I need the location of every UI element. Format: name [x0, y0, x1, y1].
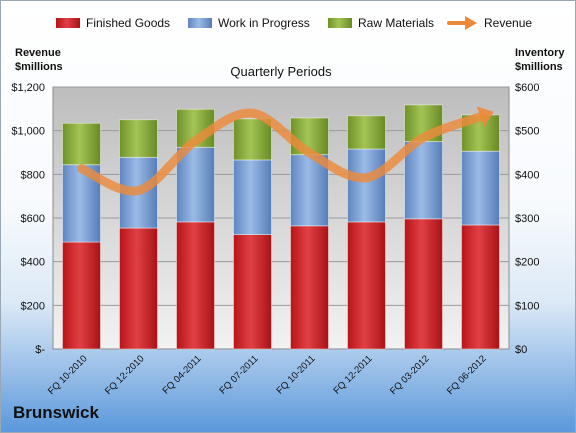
- right-tick-label: $600: [515, 82, 539, 94]
- x-tick-label: FQ 04-2011: [160, 353, 203, 396]
- legend-swatch-finished-goods: [56, 18, 80, 28]
- bar-raw-materials: [62, 122, 101, 166]
- right-tick-label: $400: [515, 169, 539, 181]
- x-tick-label: FQ 03-2012: [388, 353, 432, 397]
- legend-swatch-raw-materials: [328, 18, 352, 28]
- left-tick-label: $-: [35, 344, 45, 356]
- bar-work-in-progress: [347, 148, 386, 223]
- bar-finished-goods: [233, 234, 272, 350]
- revenue-line-path: [77, 108, 485, 196]
- chart-subtitle: Quarterly Periods: [230, 64, 332, 79]
- bar-finished-goods: [347, 221, 386, 350]
- bar-work-in-progress: [176, 146, 215, 223]
- bar-finished-goods: [404, 218, 443, 350]
- legend-label-work-in-progress: Work in Progress: [218, 16, 310, 30]
- right-axis-ticks: $0 $100 $200 $300 $400 $500 $600: [515, 82, 539, 356]
- left-axis-ticks: $- $200 $400 $600 $800 $1,000 $1,200: [11, 82, 45, 356]
- left-tick-label: $1,000: [11, 126, 45, 138]
- x-tick-label: FQ 10-2011: [274, 353, 317, 396]
- bar-work-in-progress: [404, 141, 443, 220]
- bar-finished-goods: [119, 227, 158, 350]
- left-axis-title-line1: Revenue: [15, 47, 61, 59]
- bar-finished-goods: [290, 225, 329, 350]
- bar-raw-materials: [119, 119, 158, 158]
- left-tick-label: $200: [21, 300, 45, 312]
- company-name: Brunswick: [13, 403, 99, 422]
- right-axis-title-line2: $millions: [515, 61, 563, 73]
- x-tick-label: FQ 12-2010: [103, 353, 147, 397]
- left-tick-label: $1,200: [11, 82, 45, 94]
- bar-finished-goods: [461, 224, 500, 350]
- right-tick-label: $300: [515, 213, 539, 225]
- bar-work-in-progress: [461, 150, 500, 226]
- left-tick-label: $800: [21, 169, 45, 181]
- legend-swatch-work-in-progress: [188, 18, 212, 28]
- bar-work-in-progress: [233, 159, 272, 235]
- left-tick-label: $600: [21, 213, 45, 225]
- revenue-line: [77, 106, 494, 196]
- right-tick-label: $0: [515, 344, 527, 356]
- bars: [62, 104, 500, 350]
- legend-label-finished-goods: Finished Goods: [86, 16, 170, 30]
- x-axis-ticks: FQ 10-2010 FQ 12-2010 FQ 04-2011 FQ 07-2011…: [46, 353, 489, 397]
- revenue-arrowhead: [476, 106, 494, 128]
- right-tick-label: $100: [515, 300, 539, 312]
- left-axis-title-line2: $millions: [15, 61, 63, 73]
- right-axis-title-line1: Inventory: [515, 47, 565, 59]
- bar-raw-materials: [347, 115, 386, 150]
- x-tick-label: FQ 06-2012: [445, 353, 489, 397]
- x-tick-label: FQ 10-2010: [46, 353, 90, 397]
- legend-label-revenue: Revenue: [484, 16, 532, 30]
- bar-finished-goods: [62, 241, 101, 350]
- x-tick-label: FQ 07-2011: [217, 353, 260, 396]
- legend-label-raw-materials: Raw Materials: [358, 16, 434, 30]
- left-tick-label: $400: [21, 257, 45, 269]
- x-tick-label: FQ 12-2011: [331, 353, 374, 396]
- bar-raw-materials: [233, 118, 272, 161]
- bar-work-in-progress: [290, 154, 329, 227]
- right-tick-label: $200: [515, 257, 539, 269]
- legend: Finished Goods Work in Progress Raw Mate…: [56, 16, 532, 30]
- legend-swatch-revenue: [447, 16, 477, 30]
- right-tick-label: $500: [515, 126, 539, 138]
- bar-finished-goods: [176, 221, 215, 350]
